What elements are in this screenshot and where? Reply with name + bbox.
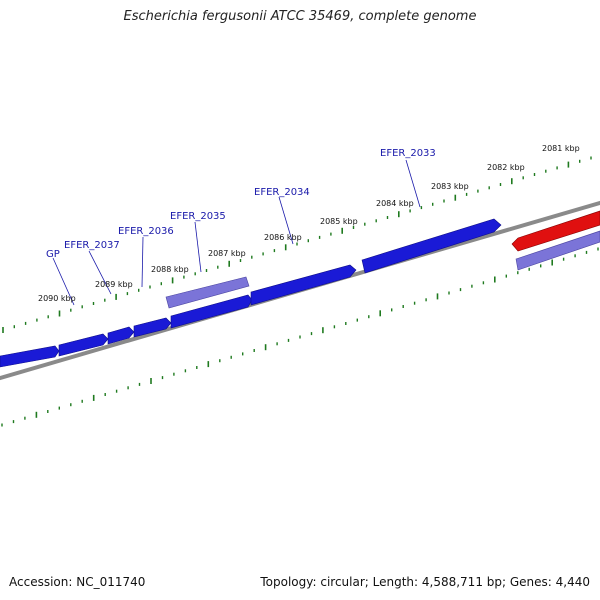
outer-ruler (2, 156, 592, 333)
gene-arrow-reverse[interactable] (511, 210, 600, 252)
gene-label-efer-2035[interactable]: EFER_2035 (170, 211, 226, 222)
inner-ruler (1, 247, 599, 427)
tick-label-2082: 2082 kbp (487, 163, 525, 172)
gene-arrow[interactable] (361, 218, 502, 274)
gene-label-efer-2037[interactable]: EFER_2037 (64, 240, 120, 251)
tick-label-2090: 2090 kbp (38, 294, 76, 303)
tick-label-2089: 2089 kbp (95, 280, 133, 289)
rna-gene[interactable] (165, 276, 250, 309)
tick-label-2081: 2081 kbp (542, 144, 580, 153)
tick-label-2088: 2088 kbp (151, 265, 189, 274)
gene-leader-lines (52, 159, 421, 306)
ruler-tick-labels: 2081 kbp 2082 kbp 2083 kbp 2084 kbp 2085… (38, 144, 580, 303)
gene-arrow[interactable] (170, 294, 253, 329)
accession-text: Accession: NC_011740 (9, 575, 146, 589)
gene-arrow[interactable] (107, 326, 135, 345)
gene-arrow[interactable] (133, 317, 172, 338)
tick-label-2086: 2086 kbp (264, 233, 302, 242)
gene-labels: EFER_2033 EFER_2034 EFER_2035 EFER_2036 … (46, 148, 436, 260)
gene-label-gp[interactable]: GP (46, 249, 60, 260)
genome-summary-text: Topology: circular; Length: 4,588,711 bp… (260, 575, 590, 589)
tick-label-2087: 2087 kbp (208, 249, 246, 258)
gene-label-efer-2036[interactable]: EFER_2036 (118, 226, 174, 237)
rna-gene[interactable] (515, 230, 600, 271)
gene-arrow[interactable] (250, 264, 357, 306)
reverse-strand-genes (511, 210, 600, 271)
tick-label-2083: 2083 kbp (431, 182, 469, 191)
gene-arrow[interactable] (58, 333, 109, 357)
map-title: Escherichia fergusonii ATCC 35469, compl… (123, 9, 477, 24)
gene-label-efer-2033[interactable]: EFER_2033 (380, 148, 436, 159)
forward-strand-genes (0, 218, 502, 368)
gene-label-efer-2034[interactable]: EFER_2034 (254, 187, 310, 198)
tick-label-2084: 2084 kbp (376, 199, 414, 208)
tick-label-2085: 2085 kbp (320, 217, 358, 226)
gene-arrow[interactable] (0, 345, 60, 368)
